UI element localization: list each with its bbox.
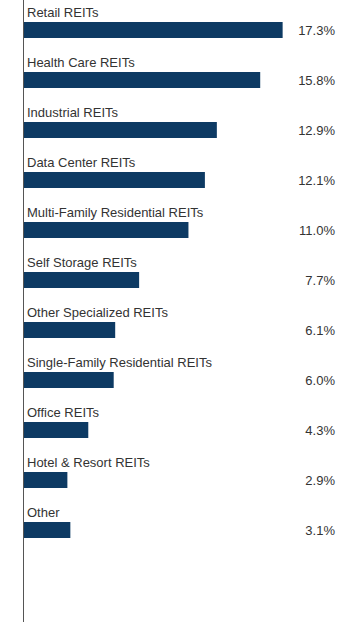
- svg-text:Data Center REITs: Data Center REITs: [27, 155, 136, 170]
- svg-text:3.1%: 3.1%: [305, 523, 335, 538]
- svg-text:17.3%: 17.3%: [298, 23, 335, 38]
- svg-text:6.1%: 6.1%: [305, 323, 335, 338]
- svg-text:Hotel & Resort REITs: Hotel & Resort REITs: [27, 455, 150, 470]
- svg-text:12.1%: 12.1%: [298, 173, 335, 188]
- svg-text:Industrial REITs: Industrial REITs: [27, 105, 119, 120]
- svg-text:Retail REITs: Retail REITs: [27, 5, 99, 20]
- svg-text:Single-Family Residential REIT: Single-Family Residential REITs: [27, 355, 212, 370]
- svg-text:15.8%: 15.8%: [298, 73, 335, 88]
- svg-text:11.0%: 11.0%: [299, 223, 335, 238]
- svg-text:Multi-Family Residential REITs: Multi-Family Residential REITs: [27, 205, 204, 220]
- svg-text:Self Storage REITs: Self Storage REITs: [27, 255, 137, 270]
- svg-text:12.9%: 12.9%: [298, 123, 335, 138]
- svg-text:7.7%: 7.7%: [305, 273, 335, 288]
- svg-text:Other: Other: [27, 505, 60, 520]
- svg-text:Other Specialized REITs: Other Specialized REITs: [27, 305, 168, 320]
- svg-text:Office REITs: Office REITs: [27, 405, 100, 420]
- svg-text:2.9%: 2.9%: [305, 473, 335, 488]
- svg-text:Health Care REITs: Health Care REITs: [27, 55, 135, 70]
- svg-text:4.3%: 4.3%: [305, 423, 335, 438]
- svg-text:6.0%: 6.0%: [305, 373, 335, 388]
